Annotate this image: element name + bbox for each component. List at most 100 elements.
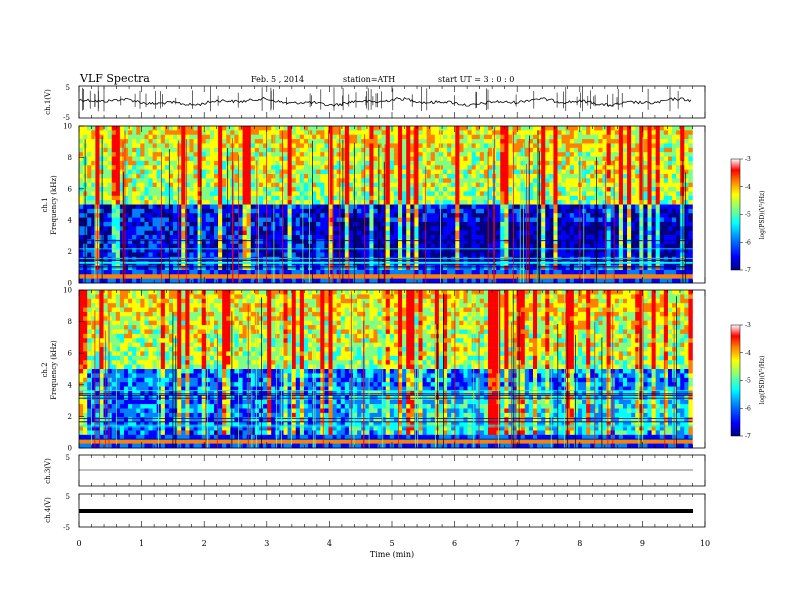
spectrogram-cell xyxy=(561,221,566,227)
spectrogram-cell xyxy=(156,239,162,245)
spectrogram-cell xyxy=(369,252,374,258)
spectrogram-cell xyxy=(119,226,125,231)
spectrogram-cell xyxy=(483,200,489,205)
spectrogram-cell xyxy=(234,248,239,253)
spectrogram-cell xyxy=(254,139,260,144)
spectrogram-cell xyxy=(541,243,546,249)
spectrogram-cell xyxy=(500,208,505,214)
spectrogram-cell xyxy=(414,213,419,218)
spectrogram-cell xyxy=(91,126,96,131)
spectrogram-cell xyxy=(238,156,243,162)
spectrogram-cell xyxy=(79,204,84,210)
spectrogram-cell xyxy=(573,230,579,236)
spectrogram-cell xyxy=(357,173,362,179)
spectrogram-cell xyxy=(557,239,562,245)
spectrogram-cell xyxy=(422,235,427,240)
spectrogram-cell xyxy=(639,147,644,153)
spectrogram-cell xyxy=(443,165,448,170)
spectrogram-cell xyxy=(242,165,247,170)
spectrogram-cell xyxy=(663,200,669,205)
spectrogram-cell xyxy=(99,217,104,223)
spectrogram-cell xyxy=(447,187,452,192)
spectrogram-cell xyxy=(475,126,481,131)
spectrogram-cell xyxy=(271,235,276,240)
spectrogram-cell xyxy=(209,139,215,144)
spectrogram-cell xyxy=(193,165,198,170)
spectrogram-cell xyxy=(545,169,550,175)
spectrogram-cell xyxy=(123,217,129,223)
spectrogram-cell xyxy=(234,187,239,192)
spectrogram-cell xyxy=(79,152,84,157)
spectrogram-cell xyxy=(144,160,149,166)
spectrogram-cell xyxy=(283,147,288,153)
spectrogram-cell xyxy=(549,169,554,175)
spectrogram-cell xyxy=(586,152,591,157)
spectrogram-cell xyxy=(328,143,333,149)
spectrogram-cell xyxy=(602,160,607,166)
spectrogram-cell xyxy=(209,147,215,153)
spectrogram-cell xyxy=(614,243,620,249)
spectrogram-cell xyxy=(483,139,489,144)
spectrogram-cell xyxy=(144,165,149,170)
spectrogram-cell xyxy=(516,243,522,249)
spectrogram-cell xyxy=(532,208,538,214)
spectrogram-cell xyxy=(455,173,460,179)
spectrogram-cell xyxy=(663,248,669,253)
spectrogram-cell xyxy=(553,147,558,153)
spectrogram-cell xyxy=(508,169,513,175)
spectrogram-cell xyxy=(144,200,149,205)
spectrogram-cell xyxy=(618,217,624,223)
spectrogram-cell xyxy=(463,204,468,210)
spectrogram-cell xyxy=(565,239,571,245)
spectrogram-cell xyxy=(267,191,272,197)
spectrogram-cell xyxy=(622,156,628,162)
spectrogram-cell xyxy=(459,165,464,170)
spectrogram-cell xyxy=(569,187,575,192)
spectrogram-cell xyxy=(299,165,305,170)
spectrogram-cell xyxy=(123,165,129,170)
spectrogram-cell xyxy=(524,173,530,179)
spectrogram-cell xyxy=(500,191,505,197)
spectrogram-cell xyxy=(659,248,665,253)
spectrogram-cell xyxy=(582,182,587,188)
spectrogram-cell xyxy=(528,130,534,136)
spectrogram-cell xyxy=(332,173,337,179)
spectrogram-cell xyxy=(487,235,493,240)
spectrogram-cell xyxy=(610,217,616,223)
spectrogram-cell xyxy=(647,139,652,144)
spectrogram-cell xyxy=(365,178,370,183)
spectrogram-cell xyxy=(263,187,268,192)
spectrogram-cell xyxy=(406,134,411,140)
spectrogram-cell xyxy=(234,139,239,144)
spectrogram-cell xyxy=(606,191,611,197)
spectrogram-cell xyxy=(573,243,579,249)
spectrogram-cell xyxy=(213,248,219,253)
spectrogram-cell xyxy=(532,226,538,231)
spectrogram-cell xyxy=(622,221,628,227)
spectrogram-cell xyxy=(177,178,182,183)
spectrogram-cell xyxy=(250,165,256,170)
spectrogram-cell xyxy=(308,200,313,205)
spectrogram-cell xyxy=(528,235,534,240)
spectrogram-cell xyxy=(177,217,182,223)
spectrogram-cell xyxy=(520,191,526,197)
spectrogram-cell xyxy=(91,252,96,258)
spectrogram-cell xyxy=(91,208,96,214)
spectrogram-cell xyxy=(451,191,456,197)
spectrogram-cell xyxy=(663,191,669,197)
spectrogram-cell xyxy=(500,178,505,183)
spectrogram-cell xyxy=(230,126,235,131)
spectrogram-cell xyxy=(676,208,681,214)
spectrogram-cell xyxy=(320,208,325,214)
spectrogram-cell xyxy=(312,213,317,218)
spectrogram-cell xyxy=(279,160,284,166)
spectrogram-cell xyxy=(91,217,96,223)
spectrogram-cell xyxy=(455,160,460,166)
spectrogram-cell xyxy=(651,143,656,149)
spectrogram-cell xyxy=(336,200,342,205)
spectrogram-cell xyxy=(475,156,481,162)
spectrogram-cell xyxy=(226,230,231,236)
spectrogram-cell xyxy=(222,152,227,157)
spectrogram-cell xyxy=(226,126,231,131)
spectrogram-cell xyxy=(590,143,595,149)
